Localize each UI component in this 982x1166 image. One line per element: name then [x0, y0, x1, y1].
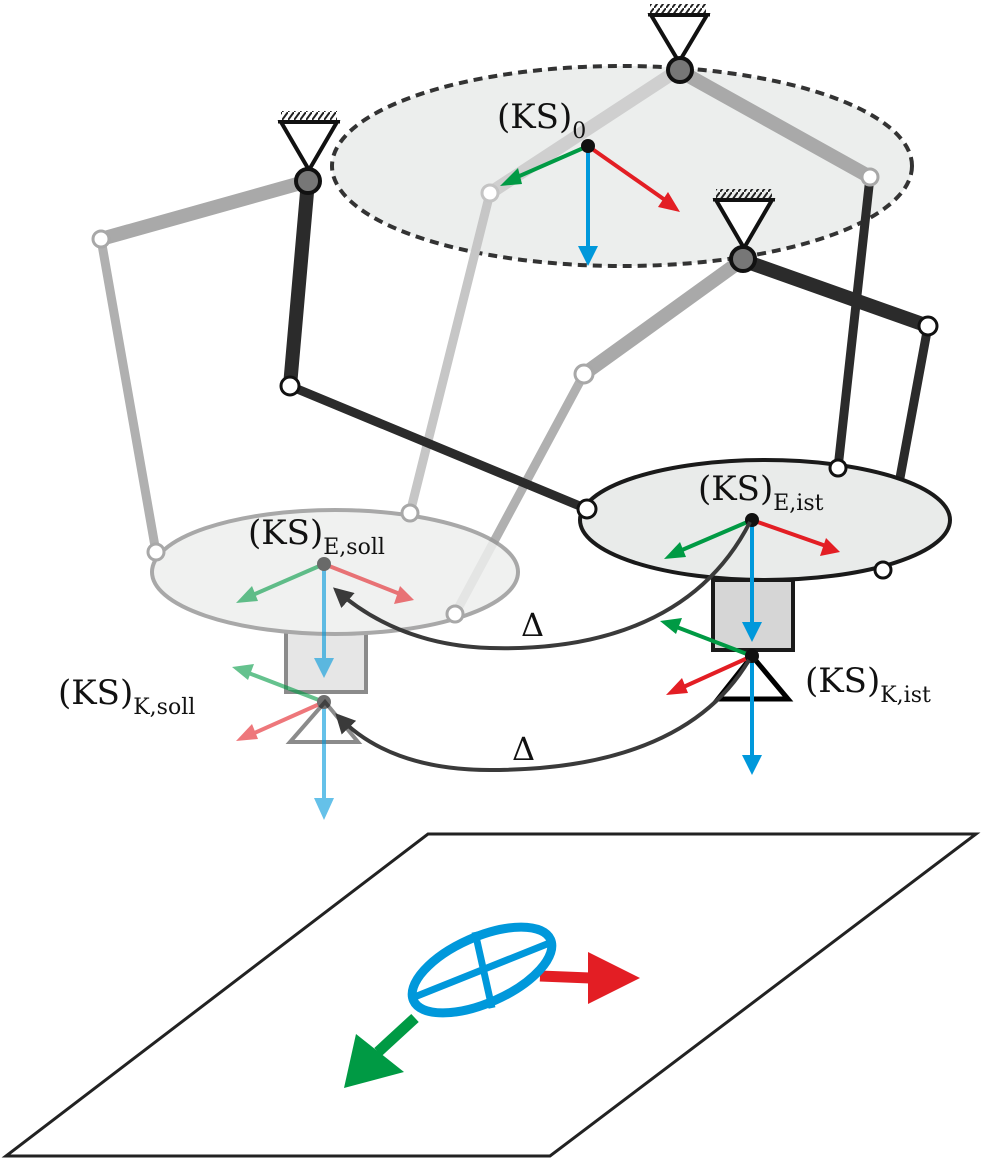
- bearing-supports: [277, 4, 776, 252]
- bearing-top: [647, 4, 711, 66]
- label-ks-k-soll-main: (KS): [58, 673, 133, 713]
- label-ks-k-ist-sub: K,ist: [880, 683, 931, 708]
- label-ks-e-soll-main: (KS): [248, 513, 323, 553]
- label-ks0-main: (KS): [497, 97, 572, 137]
- label-ks0: (KS)0: [497, 97, 586, 144]
- base-frame-ellipse: [330, 64, 914, 268]
- bearing-left: [277, 111, 341, 174]
- label-ks-k-soll: (KS)K,soll: [58, 673, 195, 720]
- right-top-arm-links: [671, 63, 877, 473]
- left-arm-links: [94, 174, 315, 557]
- label-ks-e-soll-sub: E,soll: [323, 535, 385, 560]
- frame-k-soll-axes: [232, 664, 334, 820]
- label-ks-e-ist-main: (KS): [698, 469, 773, 509]
- delta-arrow-e: [332, 521, 752, 651]
- label-ks-e-ist-sub: E,ist: [773, 491, 823, 516]
- label-delta-k: Δ: [512, 730, 535, 768]
- delta-arrow-k: [335, 658, 751, 773]
- label-ks-k-ist: (KS)K,ist: [805, 661, 931, 708]
- frame-e-soll-axes: [236, 557, 414, 678]
- label-ks0-sub: 0: [572, 119, 586, 144]
- delta-arrows: [332, 521, 752, 773]
- label-ks-k-ist-main: (KS): [805, 661, 880, 701]
- joints: [91, 56, 939, 624]
- workpiece-target: [344, 922, 640, 1088]
- label-ks-e-ist: (KS)E,ist: [698, 469, 824, 516]
- label-ks-e-soll: (KS)E,soll: [248, 513, 385, 560]
- frame-k-ist-axes: [660, 618, 762, 775]
- bearing-right: [712, 189, 776, 252]
- frame-e-ist-axes: [664, 513, 840, 642]
- label-ks-k-soll-sub: K,soll: [133, 695, 195, 720]
- label-delta-e: Δ: [521, 606, 544, 644]
- frame-ks0-axes: [500, 139, 680, 266]
- rear-arm-links: [405, 63, 685, 518]
